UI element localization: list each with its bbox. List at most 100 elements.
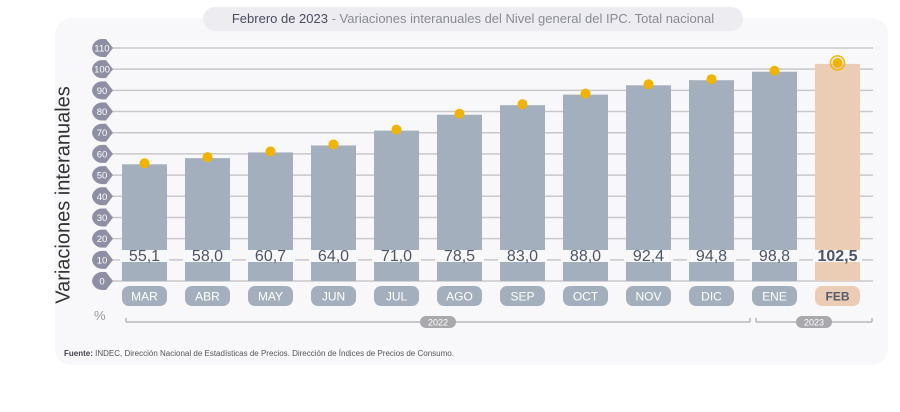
bar-label-bg — [687, 250, 736, 262]
y-tick-badge — [92, 208, 113, 227]
x-tick-label: MAY — [258, 290, 283, 304]
bar-label-bg — [750, 250, 799, 262]
data-label: 94,8 — [696, 248, 727, 265]
source-text: INDEC, Dirección Nacional de Estadística… — [92, 349, 454, 358]
year-pill — [796, 316, 832, 328]
bar-label-bg — [561, 250, 610, 262]
x-tick-label: OCT — [573, 290, 599, 304]
x-tick-pill — [815, 286, 860, 306]
bar-label-bg — [435, 250, 484, 262]
y-tick-badge — [92, 60, 113, 79]
data-label: 98,8 — [759, 248, 790, 265]
y-tick-badge — [92, 144, 113, 163]
source-label: Fuente: — [64, 349, 93, 358]
y-tick-badge — [92, 38, 113, 58]
year-pill — [420, 316, 456, 328]
data-label: 88,0 — [570, 248, 601, 265]
title-date: Febrero de 2023 — [231, 11, 328, 26]
x-tick-label: AGO — [446, 290, 473, 304]
x-tick-label: JUL — [386, 290, 408, 304]
x-tick-label: ENE — [762, 290, 787, 304]
data-label: 58,0 — [192, 248, 223, 265]
y-tick-badge — [92, 229, 113, 248]
data-label: 102,5 — [817, 248, 857, 265]
marker-ring — [829, 55, 846, 71]
marker — [454, 108, 465, 119]
marker — [202, 152, 213, 163]
bar-label-bg — [813, 250, 862, 262]
y-tick-badge — [92, 166, 113, 185]
y-tick-label: 0 — [99, 277, 104, 288]
y-tick-badge — [92, 102, 113, 121]
x-tick-pill — [500, 286, 545, 306]
y-tick-badge — [92, 250, 113, 269]
data-label: 55,1 — [129, 248, 160, 265]
marker — [643, 79, 654, 90]
year-label: 2022 — [428, 318, 448, 328]
data-label: 71,0 — [381, 248, 412, 265]
y-tick-badge — [92, 123, 113, 142]
bar — [752, 71, 797, 281]
x-tick-pill — [437, 286, 482, 306]
y-tick-badge — [92, 271, 113, 291]
y-tick-label: 30 — [97, 213, 108, 224]
marker — [706, 74, 717, 85]
x-tick-pill — [311, 286, 356, 306]
data-label: 92,4 — [633, 248, 664, 265]
marker — [832, 57, 843, 68]
bar — [815, 63, 860, 281]
y-tick-label: 110 — [94, 44, 109, 55]
data-label: 64,0 — [318, 248, 349, 265]
y-tick-label: 20 — [97, 234, 108, 245]
y-tick-label: 50 — [97, 171, 108, 182]
y-tick-label: 90 — [97, 86, 108, 97]
y-tick-badge — [92, 187, 113, 206]
y-tick-label: 100 — [94, 65, 110, 76]
bar-label-bg — [120, 250, 169, 262]
x-tick-pill — [374, 286, 419, 306]
marker — [265, 146, 276, 157]
y-tick-label: 10 — [97, 255, 108, 266]
x-tick-pill — [248, 286, 293, 306]
x-tick-pill — [689, 286, 734, 306]
unit-label: % — [94, 308, 106, 323]
bar-label-bg — [246, 250, 295, 262]
x-tick-label: FEB — [826, 290, 850, 304]
bar-label-bg — [624, 250, 673, 262]
x-tick-pill — [185, 286, 230, 306]
x-tick-label: DIC — [701, 290, 722, 304]
bar-label-bg — [309, 250, 358, 262]
y-tick-label: 60 — [97, 149, 108, 160]
marker — [769, 65, 780, 76]
x-tick-label: ABR — [195, 290, 220, 304]
x-tick-pill — [752, 286, 797, 306]
source-note: Fuente: INDEC, Dirección Nacional de Est… — [64, 349, 454, 358]
marker — [517, 99, 528, 110]
bar-label-bg — [183, 250, 232, 262]
x-tick-pill — [626, 286, 671, 306]
marker — [328, 139, 339, 150]
x-tick-label: SEP — [510, 290, 534, 304]
bar — [563, 94, 608, 281]
y-tick-label: 80 — [97, 107, 108, 118]
bar — [689, 80, 734, 281]
data-label: 78,5 — [444, 248, 475, 265]
bar-label-bg — [372, 250, 421, 262]
marker — [580, 88, 591, 99]
bar-label-bg — [498, 250, 547, 262]
chart-title: Febrero de 2023 - Variaciones interanual… — [203, 7, 743, 31]
bar — [626, 85, 671, 281]
y-tick-label: 70 — [97, 128, 108, 139]
marker — [391, 124, 402, 135]
data-label: 60,7 — [255, 248, 286, 265]
title-text: - Variaciones interanuales del Nivel gen… — [331, 11, 715, 26]
x-tick-label: NOV — [635, 290, 661, 304]
y-tick-badge — [92, 81, 113, 100]
x-tick-pill — [122, 286, 167, 306]
year-label: 2023 — [804, 318, 824, 328]
y-tick-label: 40 — [97, 192, 108, 203]
x-tick-label: JUN — [322, 290, 345, 304]
marker — [139, 158, 150, 169]
x-tick-label: MAR — [131, 290, 158, 304]
